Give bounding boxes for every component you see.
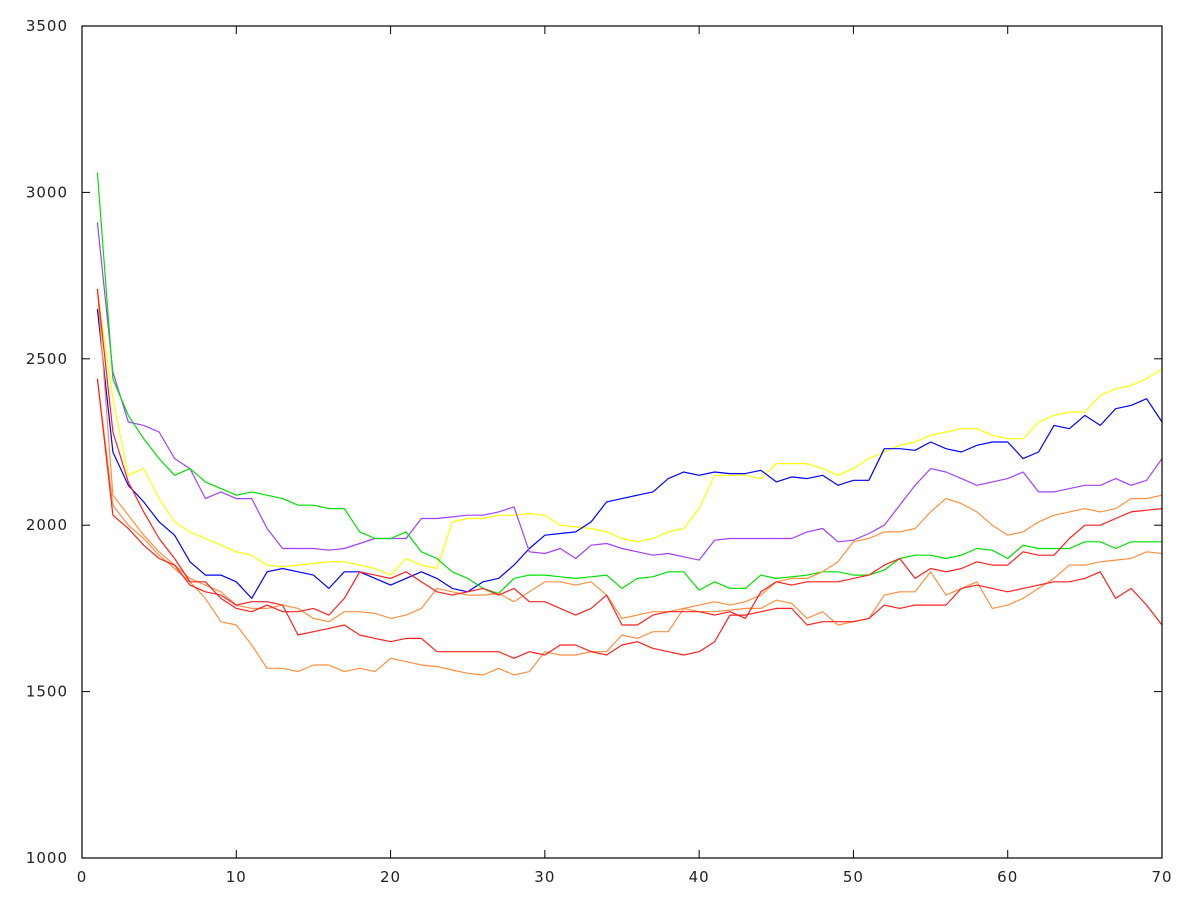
series-line-4 bbox=[96, 172, 1162, 595]
series-line-6 bbox=[96, 378, 1163, 676]
series-line-1 bbox=[96, 292, 1163, 576]
x-tick-label: 50 bbox=[843, 868, 864, 886]
series-line-3 bbox=[96, 222, 1163, 561]
x-tick-label: 70 bbox=[1151, 868, 1172, 886]
x-tick-label: 0 bbox=[77, 868, 88, 886]
x-tick-label: 30 bbox=[534, 868, 555, 886]
y-tick-label: 3500 bbox=[26, 17, 68, 35]
y-tick-label: 3000 bbox=[26, 183, 68, 201]
x-tick-label: 20 bbox=[380, 868, 401, 886]
series-line-7 bbox=[96, 288, 1163, 626]
x-tick-label: 60 bbox=[997, 868, 1018, 886]
series-line-2 bbox=[96, 308, 1163, 600]
y-tick-label: 1500 bbox=[26, 683, 68, 701]
tick-layer bbox=[81, 25, 1163, 859]
y-tick-label: 1000 bbox=[26, 849, 68, 867]
series-line-8 bbox=[96, 378, 1163, 659]
plot-frame bbox=[81, 25, 1163, 859]
y-tick-label: 2000 bbox=[26, 516, 68, 534]
y-tick-label: 2500 bbox=[26, 350, 68, 368]
x-tick-label: 40 bbox=[689, 868, 710, 886]
x-tick-label: 10 bbox=[226, 868, 247, 886]
series-line-5 bbox=[96, 288, 1163, 623]
series-layer bbox=[96, 172, 1163, 676]
tick-label-layer: 0 10 20 30 40 50 60 70 1000 1500 2000 2500 3000 3500 bbox=[26, 17, 1172, 886]
